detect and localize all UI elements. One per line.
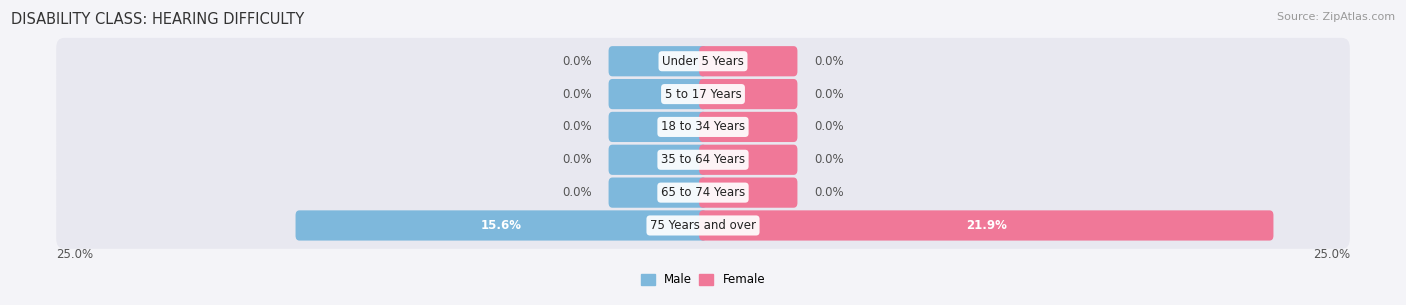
Text: 15.6%: 15.6% (481, 219, 522, 232)
FancyBboxPatch shape (699, 79, 797, 109)
FancyBboxPatch shape (609, 178, 707, 208)
Text: 65 to 74 Years: 65 to 74 Years (661, 186, 745, 199)
FancyBboxPatch shape (295, 210, 707, 241)
Text: 5 to 17 Years: 5 to 17 Years (665, 88, 741, 101)
FancyBboxPatch shape (56, 202, 1350, 249)
Text: 35 to 64 Years: 35 to 64 Years (661, 153, 745, 166)
Text: 25.0%: 25.0% (56, 248, 93, 261)
FancyBboxPatch shape (609, 46, 707, 76)
Text: Under 5 Years: Under 5 Years (662, 55, 744, 68)
FancyBboxPatch shape (699, 178, 797, 208)
Text: 0.0%: 0.0% (814, 153, 844, 166)
Text: 0.0%: 0.0% (562, 186, 592, 199)
Text: 75 Years and over: 75 Years and over (650, 219, 756, 232)
Text: 25.0%: 25.0% (1313, 248, 1350, 261)
FancyBboxPatch shape (699, 112, 797, 142)
FancyBboxPatch shape (56, 169, 1350, 216)
Text: 0.0%: 0.0% (814, 55, 844, 68)
FancyBboxPatch shape (699, 145, 797, 175)
Text: Source: ZipAtlas.com: Source: ZipAtlas.com (1277, 12, 1395, 22)
FancyBboxPatch shape (56, 71, 1350, 117)
FancyBboxPatch shape (609, 145, 707, 175)
FancyBboxPatch shape (56, 38, 1350, 84)
Text: 0.0%: 0.0% (562, 88, 592, 101)
FancyBboxPatch shape (56, 136, 1350, 183)
Text: DISABILITY CLASS: HEARING DIFFICULTY: DISABILITY CLASS: HEARING DIFFICULTY (11, 12, 305, 27)
Text: 0.0%: 0.0% (814, 186, 844, 199)
Text: 0.0%: 0.0% (814, 120, 844, 133)
Text: 0.0%: 0.0% (562, 55, 592, 68)
Text: 0.0%: 0.0% (814, 88, 844, 101)
Text: 18 to 34 Years: 18 to 34 Years (661, 120, 745, 133)
FancyBboxPatch shape (56, 104, 1350, 150)
FancyBboxPatch shape (699, 210, 1274, 241)
Legend: Male, Female: Male, Female (636, 269, 770, 291)
Text: 0.0%: 0.0% (562, 120, 592, 133)
FancyBboxPatch shape (609, 112, 707, 142)
FancyBboxPatch shape (699, 46, 797, 76)
Text: 21.9%: 21.9% (966, 219, 1007, 232)
FancyBboxPatch shape (609, 79, 707, 109)
Text: 0.0%: 0.0% (562, 153, 592, 166)
